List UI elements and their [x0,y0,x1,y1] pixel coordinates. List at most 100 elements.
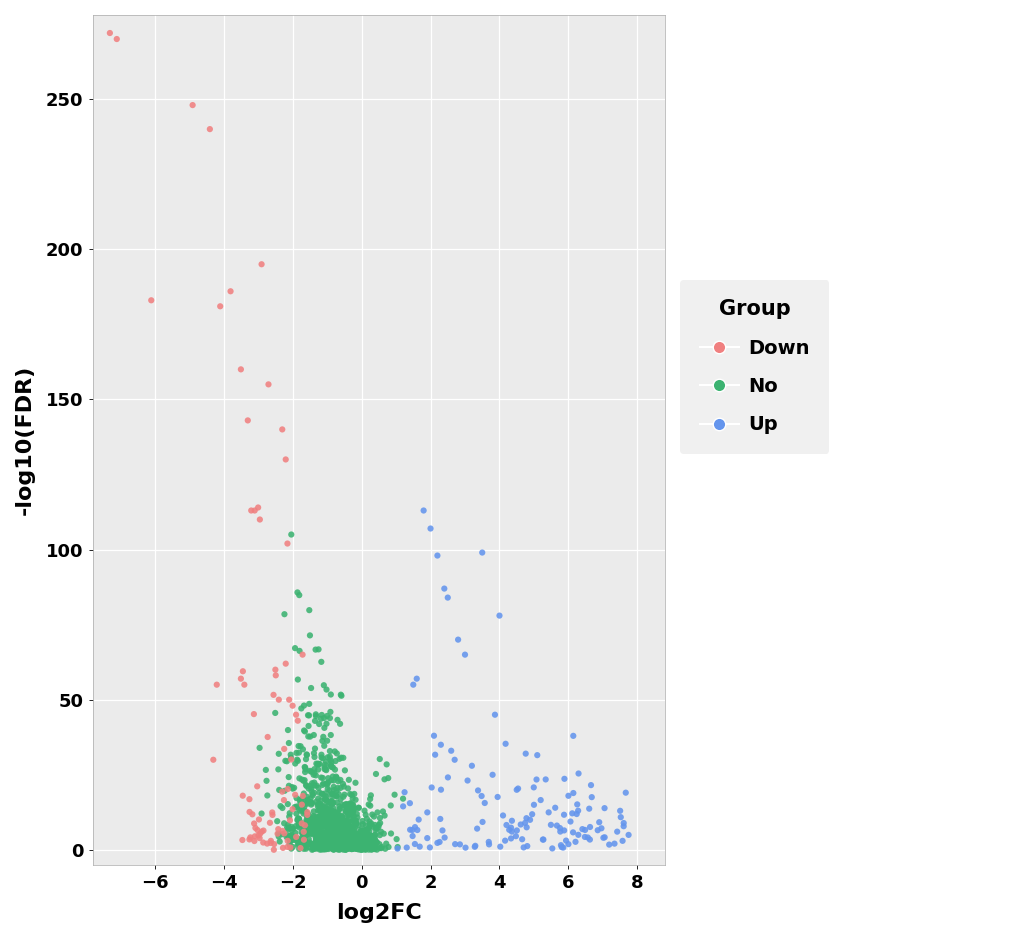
Point [325,801,341,816]
Point [330,828,346,843]
Point [339,808,356,823]
Point [407,837,423,852]
Point [344,838,361,853]
Point [309,840,325,855]
Point [266,837,282,852]
Point [396,785,413,800]
Point [348,830,365,845]
Point [327,808,343,823]
Point [312,826,328,841]
Point [328,806,344,821]
Point [290,841,307,856]
Point [297,764,313,779]
Point [498,818,515,833]
Point [337,840,354,855]
Point [321,783,337,798]
Point [285,821,302,836]
Point [319,802,335,817]
Point [356,823,372,838]
Point [284,840,301,855]
Point [270,829,286,844]
Point [348,837,365,852]
Point [432,811,448,826]
Point [581,820,597,835]
Point [311,827,327,842]
Point [326,817,342,832]
Point [328,783,344,798]
Point [343,825,360,840]
Point [309,830,325,845]
Point [258,763,274,778]
Point [354,824,370,839]
Point [354,828,370,843]
Point [270,762,286,777]
Point [337,840,354,855]
Point [301,696,317,711]
Point [327,820,343,835]
Point [300,826,316,841]
Point [298,804,314,819]
Point [398,840,415,855]
Point [350,835,366,850]
Point [515,840,531,855]
Point [290,818,307,833]
Point [300,807,316,822]
Point [321,837,337,852]
Point [334,825,351,840]
Point [612,809,629,825]
Point [389,840,406,855]
Point [337,831,354,846]
Point [327,814,343,829]
Point [293,832,310,847]
Point [366,809,382,825]
Point [351,800,367,815]
Point [446,837,463,852]
Point [340,807,357,822]
Point [329,821,345,836]
Point [327,840,343,855]
Point [321,829,337,844]
Point [326,838,342,853]
Point [491,608,507,623]
Point [310,836,326,851]
Point [318,836,334,851]
Point [365,840,381,855]
Point [469,821,485,836]
Point [371,840,387,855]
Point [281,833,298,848]
Point [328,795,344,810]
Point [250,500,266,515]
Point [508,782,525,797]
Point [335,835,352,850]
Point [357,842,373,857]
Point [352,838,368,853]
Point [323,773,339,788]
Point [596,830,612,845]
Point [301,781,317,796]
Point [358,833,374,848]
Point [337,805,354,820]
Point [319,778,335,793]
Point [367,832,383,847]
Point [279,796,296,811]
Point [551,825,568,840]
Point [345,786,362,801]
Point [314,830,330,845]
Point [279,781,296,796]
Point [340,833,357,848]
Point [358,827,374,842]
Point [331,814,347,829]
Point [311,834,327,849]
Point [340,829,357,844]
Point [579,830,595,845]
Point [318,839,334,854]
Point [320,838,336,853]
Point [298,815,314,830]
Point [367,817,383,832]
Point [361,840,377,855]
Point [300,810,316,825]
Point [343,839,360,854]
Point [328,837,344,852]
Point [331,838,347,853]
Point [326,810,342,825]
